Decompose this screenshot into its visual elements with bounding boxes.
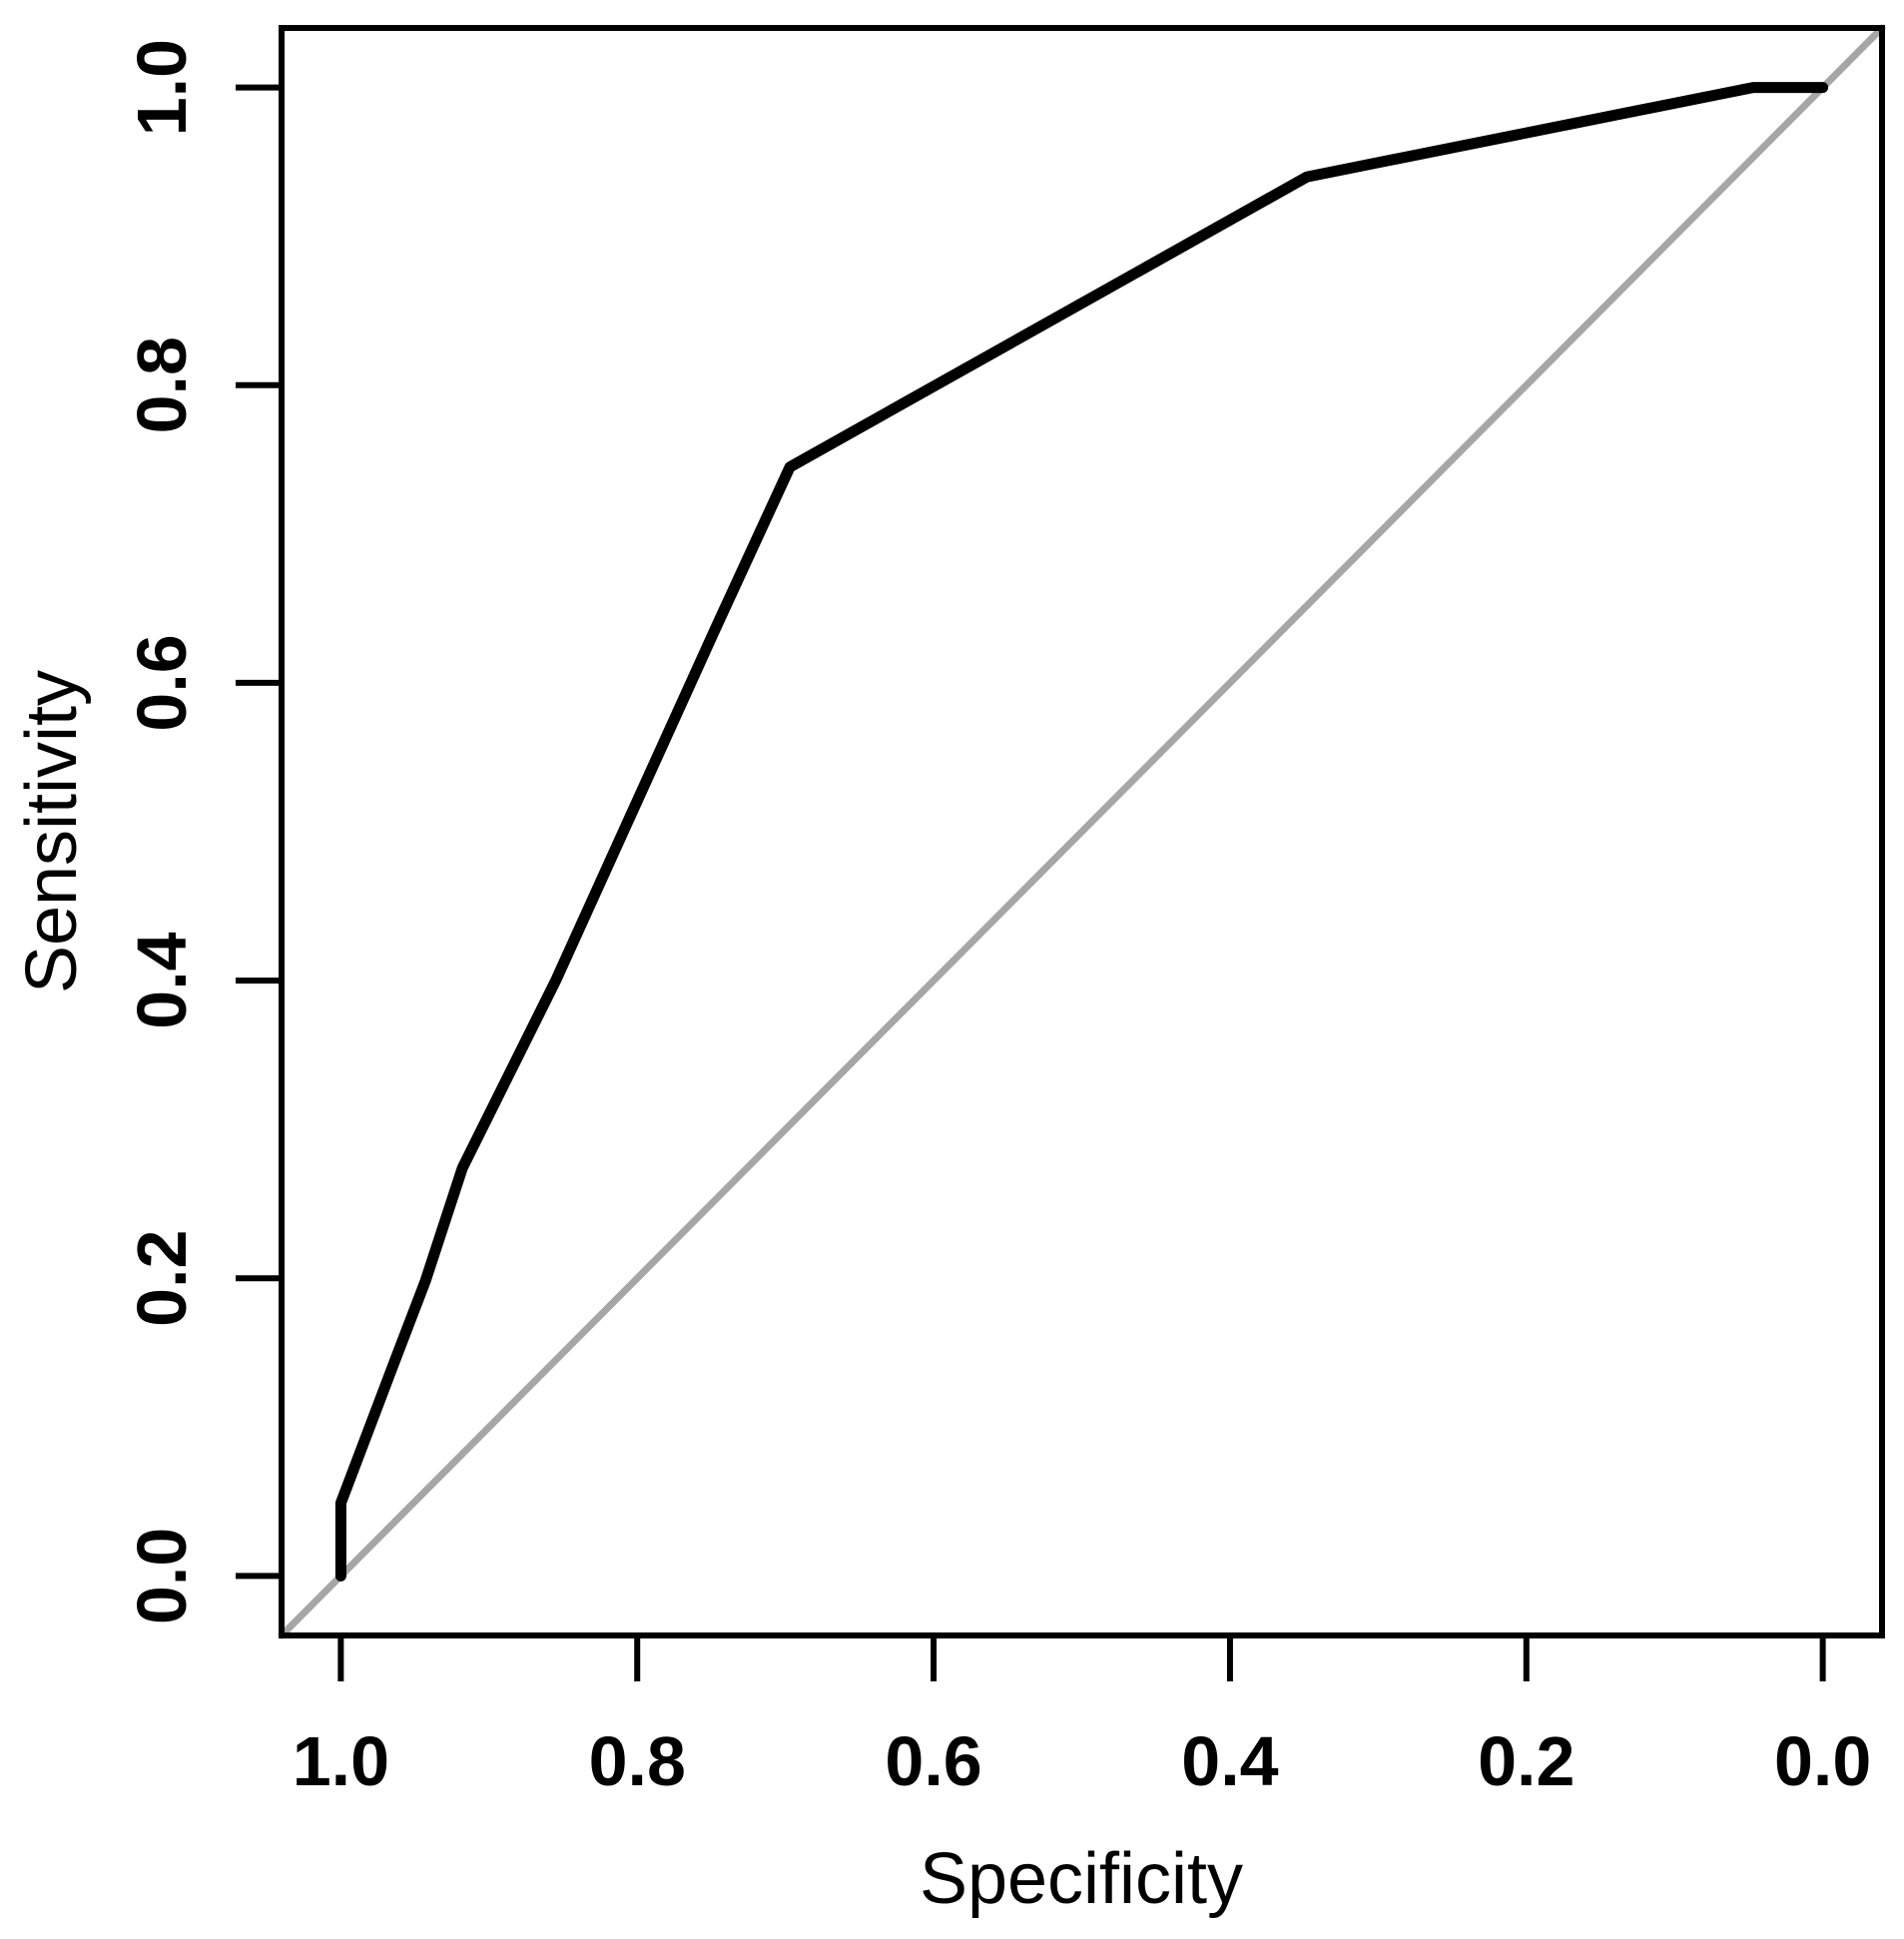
x-axis-tick-label: 0.4 (1181, 1722, 1278, 1800)
y-axis-tick-label: 0.4 (123, 932, 201, 1028)
x-axis-tick-label: 0.6 (885, 1722, 981, 1800)
x-axis-tick-label: 0.8 (589, 1722, 686, 1800)
y-axis-title: Sensitivity (12, 670, 92, 993)
axis-tick-labels-layer: 1.0 0.8 0.6 0.4 0.2 0.0 0.0 0.2 0.4 0.6 0.8 1.0 (123, 39, 1871, 1800)
y-axis-tick-label: 0.6 (123, 634, 201, 731)
x-axis-tick-label: 0.0 (1774, 1722, 1871, 1800)
x-axis-tick-label: 0.2 (1478, 1722, 1575, 1800)
series-layer (278, 24, 1886, 1639)
y-axis-tick-label: 0.2 (123, 1230, 201, 1327)
plot-border (279, 25, 1885, 1638)
plot-frame-layer (279, 25, 1885, 1638)
y-axis-tick-label: 0.8 (123, 336, 201, 433)
axis-ticks-layer (236, 84, 1826, 1681)
y-axis-tick-label: 1.0 (123, 39, 201, 136)
chance-line (278, 24, 1886, 1639)
y-axis-tick-label: 0.0 (123, 1528, 201, 1624)
roc-curve (334, 82, 1829, 1582)
x-axis-tick-label: 1.0 (293, 1722, 389, 1800)
x-axis-title: Specificity (920, 1839, 1243, 1919)
